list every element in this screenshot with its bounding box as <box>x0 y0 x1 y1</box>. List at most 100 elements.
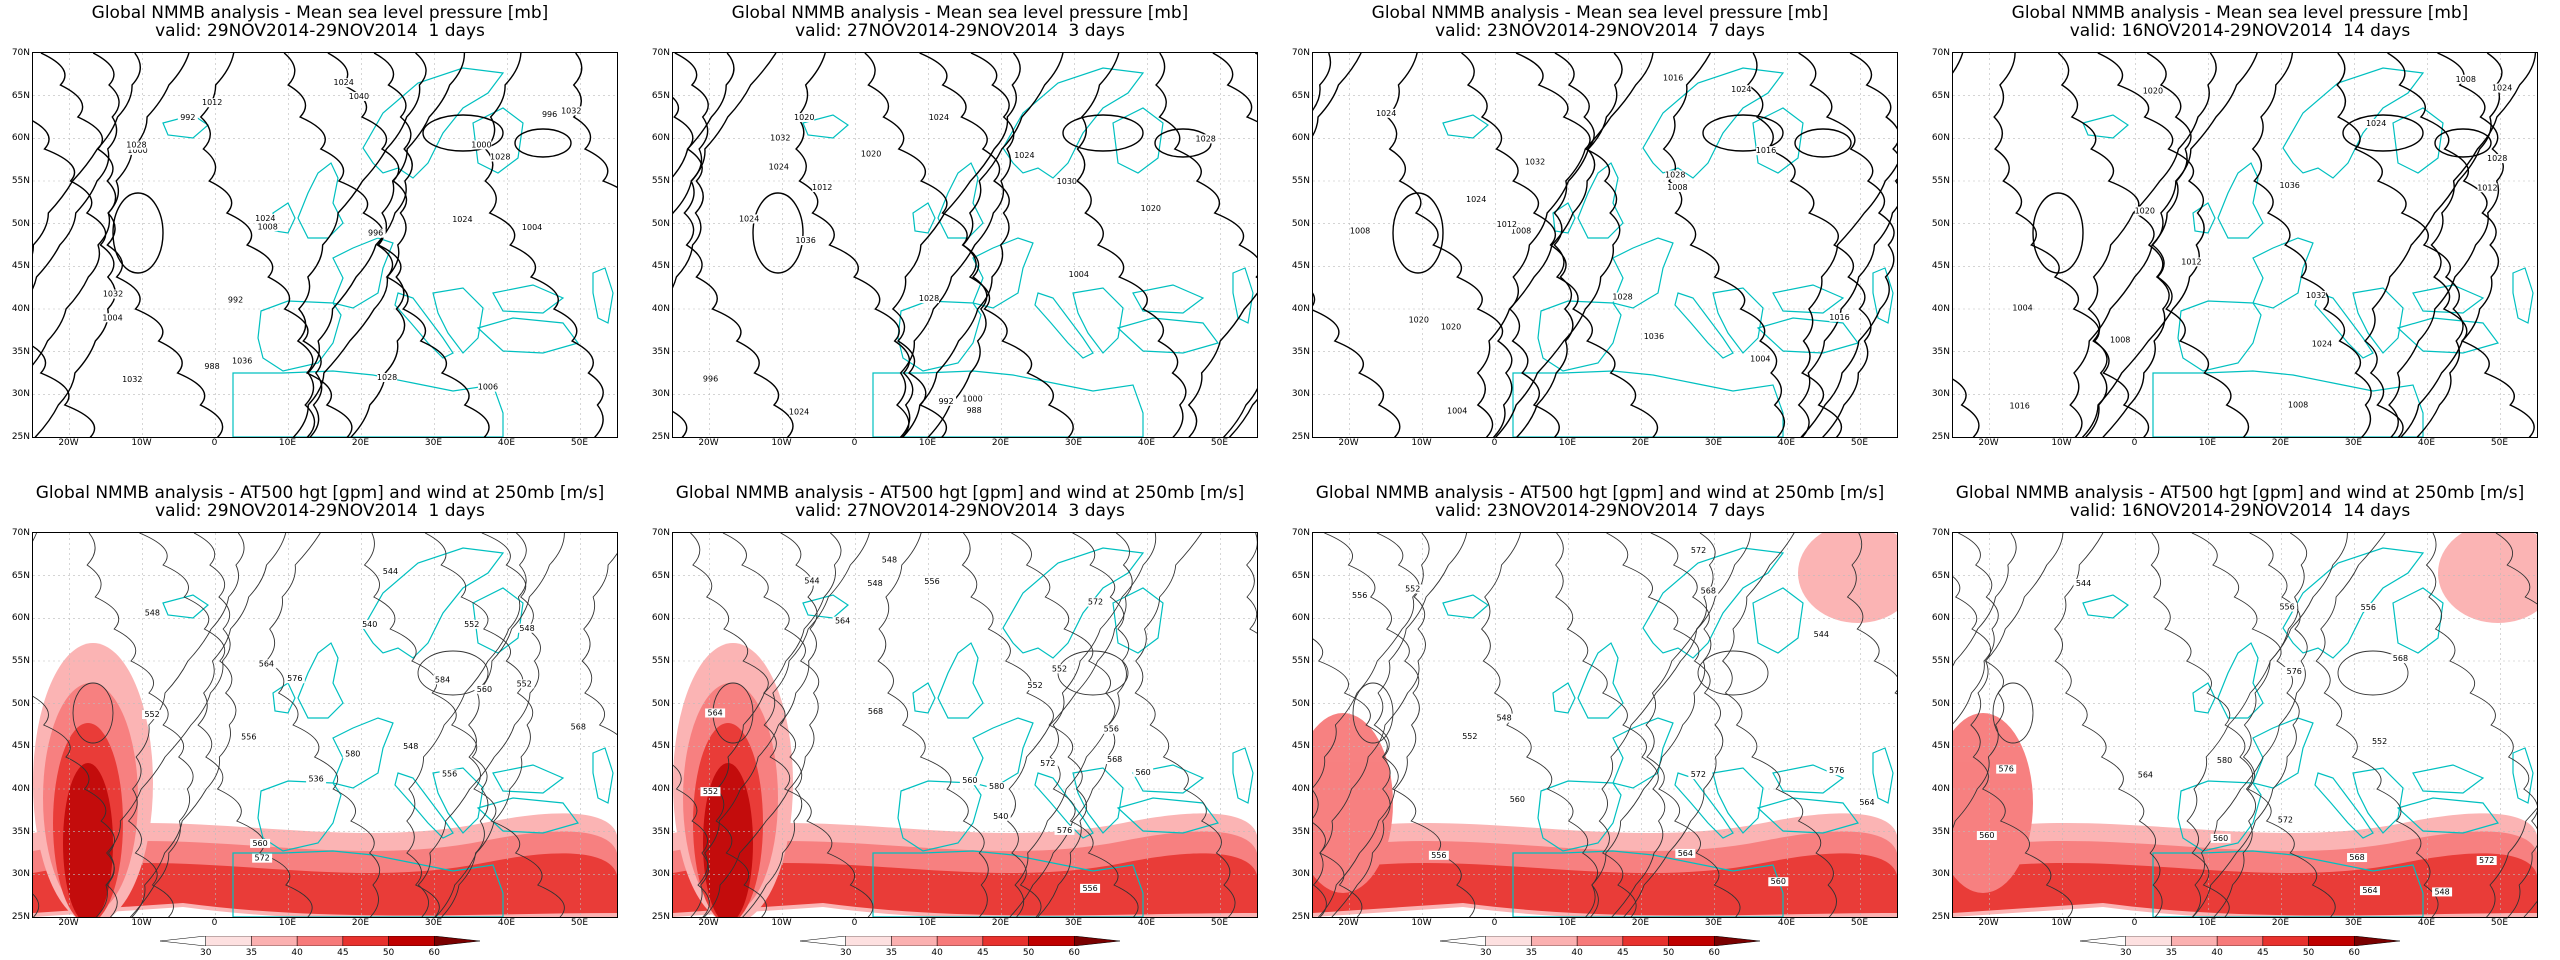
isoline-label-bg <box>1349 590 1370 600</box>
coastlines <box>162 547 614 917</box>
colorbar-label: 30 <box>2119 948 2132 958</box>
lat-tick-label: 30N <box>651 389 670 400</box>
panel-valid-text: valid: 23NOV2014-29NOV2014 7 days <box>1435 21 1765 41</box>
coastline <box>2217 642 2264 719</box>
isoline-label: 536 <box>308 775 323 784</box>
colorbar-swatch <box>845 936 892 946</box>
isoline-label: 1020 <box>861 149 881 158</box>
isoline <box>2251 53 2372 437</box>
isoline <box>484 53 604 437</box>
lat-tick-label: 60N <box>1931 613 1950 624</box>
isoline-label-bg <box>490 152 511 162</box>
isoline <box>127 533 245 917</box>
map-svg: 544 548 552 556 560 564 568 572 576 552 556 560 564 5… <box>1313 533 1897 917</box>
lon-tick-label: 40E <box>2417 438 2436 448</box>
isoline-label: 560 <box>2213 834 2228 843</box>
isoline-label-bg <box>2477 183 2498 193</box>
isoline <box>1313 638 1391 917</box>
coastline <box>2314 292 2374 359</box>
coastline <box>476 797 580 834</box>
coastline <box>1537 300 1622 372</box>
isoline-label: 564 <box>2362 886 2377 895</box>
panel-valid-text: valid: 16NOV2014-29NOV2014 14 days <box>2069 21 2411 41</box>
lon-tick-label: 0 <box>1491 438 1498 448</box>
coastline <box>432 287 484 354</box>
isoline-label: 548 <box>882 556 897 565</box>
lon-tick-label: 10W <box>2051 438 2072 448</box>
isoline-label: 548 <box>867 579 882 588</box>
colorbar-swatch <box>1576 936 1624 946</box>
coastline <box>1752 587 1804 654</box>
isoline-label-bg <box>861 149 882 159</box>
isoline <box>572 53 617 189</box>
isoline-label-bg <box>284 674 305 684</box>
isoline-label: 540 <box>993 812 1008 821</box>
lon-tick-label: 10W <box>771 918 792 928</box>
isoline-label-bg <box>1104 755 1125 765</box>
coastline <box>872 850 1144 917</box>
isoline-label: 1012 <box>2477 183 2497 192</box>
lon-tick-label: 30E <box>2344 438 2363 448</box>
isoline-label-bg <box>794 113 815 123</box>
isoline-label-bg <box>1376 108 1397 118</box>
isoline <box>1495 53 1621 437</box>
isoline-label-bg <box>739 214 760 224</box>
isoline-label: 548 <box>145 609 160 618</box>
isoline-label: 1024 <box>1731 85 1751 94</box>
isoline-label-bg <box>768 162 789 172</box>
isoline-label: 1012 <box>812 183 832 192</box>
isoline-label-bg <box>1996 764 2017 774</box>
panel-valid-text: valid: 23NOV2014-29NOV2014 7 days <box>1435 501 1765 521</box>
coastline <box>332 717 394 789</box>
isoline-label: 1000 <box>127 146 147 155</box>
coastline <box>1674 772 1734 839</box>
lat-tick-label: 55N <box>11 176 30 186</box>
map-svg: 544 548 552 556 560 564 568 572 576 580 556 560 564 5… <box>1953 533 2537 917</box>
lon-tick-label: 50E <box>1210 438 1229 448</box>
isoline <box>891 53 1021 437</box>
isoline <box>1009 533 1116 917</box>
isoline-label-bg <box>922 576 943 586</box>
colorbar-swatch <box>2262 936 2309 946</box>
isoline-label-bg <box>919 294 940 304</box>
isoline-label: 572 <box>2479 856 2494 865</box>
isoline-label: 560 <box>477 685 492 694</box>
isoline-label: 1004 <box>2012 303 2032 312</box>
lat-tick-label: 25N <box>1291 432 1310 442</box>
isoline-loop <box>514 128 572 158</box>
wind-core <box>703 763 753 917</box>
coastline <box>972 717 1034 789</box>
isoline-label-bg <box>928 112 949 122</box>
lon-tick-label: 10E <box>278 438 297 448</box>
lon-tick-label: 0 <box>211 918 218 928</box>
isoline-label-bg <box>2012 303 2033 313</box>
lat-tick-label: 55N <box>1931 176 1950 186</box>
isoline-label-bg <box>1612 292 1633 302</box>
coastline <box>362 67 505 179</box>
colorbar-swatch <box>2308 936 2355 946</box>
isoline-label: 1028 <box>1612 293 1632 302</box>
lat-tick-label: 45N <box>651 741 670 752</box>
isoline-label: 552 <box>1052 664 1067 673</box>
panel-valid-text: valid: 29NOV2014-29NOV2014 1 days <box>155 501 485 521</box>
isoline-label: 544 <box>804 577 819 586</box>
isoline-label-bg <box>177 112 198 122</box>
isoline-label-bg <box>2347 853 2368 863</box>
lat-tick-label: 70N <box>651 528 670 538</box>
lat-tick-label: 30N <box>1291 389 1310 400</box>
lon-tick-label: 50E <box>1850 438 1869 448</box>
lon-tick-label: 0 <box>851 438 858 448</box>
isoline-loop <box>1794 128 1852 158</box>
isoline-label-bg <box>2311 339 2332 349</box>
isoline-loop <box>2434 128 2492 158</box>
isoline <box>2430 53 2537 437</box>
colorbar-label: 40 <box>291 948 303 958</box>
isoline-label-bg <box>1447 406 1468 416</box>
isolines <box>673 53 1257 437</box>
isoline-label: 552 <box>464 620 479 629</box>
lat-tick-label: 35N <box>1291 826 1310 837</box>
isoline-label-bg <box>250 838 271 848</box>
map-area: 1004 1008 1008 1008 1012 1012 1024 1028 1032 1036… <box>1952 52 2538 438</box>
isoline-label: 540 <box>362 620 377 629</box>
isoline-label-bg <box>432 675 453 685</box>
